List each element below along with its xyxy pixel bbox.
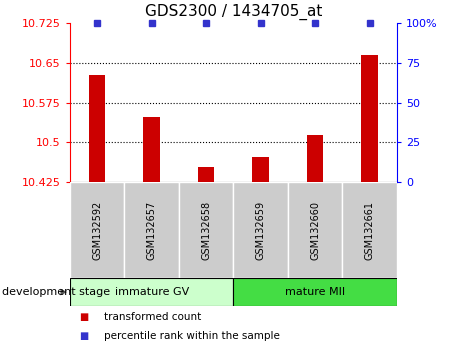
- Text: GSM132659: GSM132659: [256, 200, 266, 260]
- Bar: [234, 182, 288, 278]
- Bar: [143, 117, 160, 182]
- Bar: [253, 157, 269, 182]
- Text: GSM132657: GSM132657: [147, 200, 156, 260]
- Bar: [361, 55, 378, 182]
- Text: immature GV: immature GV: [115, 287, 189, 297]
- Text: GSM132658: GSM132658: [201, 200, 211, 260]
- Bar: [179, 182, 234, 278]
- Bar: [288, 182, 342, 278]
- Text: mature MII: mature MII: [285, 287, 345, 297]
- Bar: [70, 278, 234, 306]
- Text: ■: ■: [79, 331, 88, 341]
- Text: GSM132661: GSM132661: [364, 201, 375, 259]
- Bar: [89, 74, 106, 182]
- Bar: [124, 182, 179, 278]
- Text: GSM132660: GSM132660: [310, 201, 320, 259]
- Bar: [342, 182, 397, 278]
- Bar: [307, 135, 323, 182]
- Text: transformed count: transformed count: [104, 312, 201, 322]
- Title: GDS2300 / 1434705_at: GDS2300 / 1434705_at: [145, 4, 322, 20]
- Text: percentile rank within the sample: percentile rank within the sample: [104, 331, 280, 341]
- Bar: [70, 182, 124, 278]
- Bar: [198, 167, 214, 182]
- Text: GSM132592: GSM132592: [92, 200, 102, 260]
- Bar: [234, 278, 397, 306]
- Text: ■: ■: [79, 312, 88, 322]
- Text: development stage: development stage: [2, 287, 110, 297]
